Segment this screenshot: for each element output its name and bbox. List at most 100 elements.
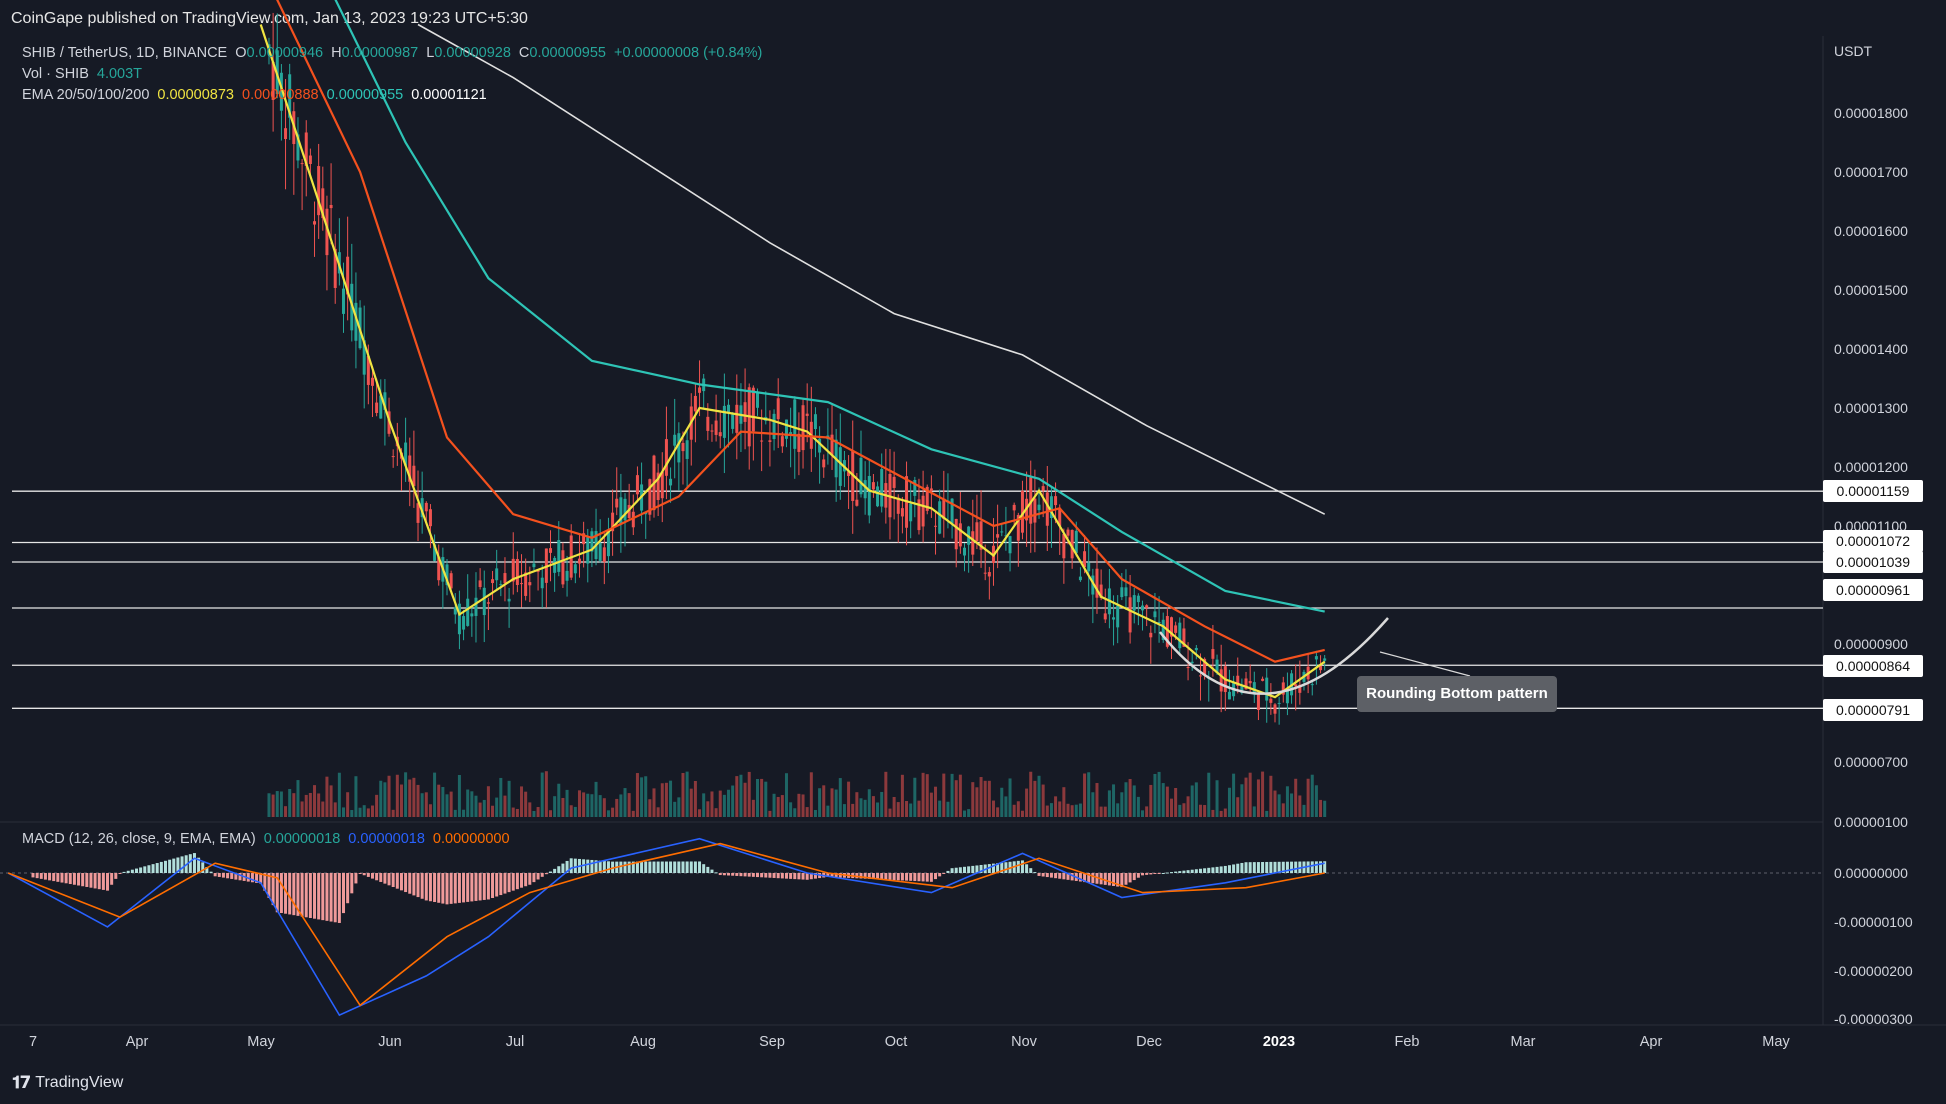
- macd-histogram-bar: [950, 868, 954, 873]
- candle-body: [793, 399, 797, 449]
- candle-body: [718, 432, 722, 437]
- volume-bar: [582, 792, 586, 817]
- volume-bar: [466, 789, 470, 817]
- volume-bar: [743, 782, 747, 817]
- volume-bar: [325, 776, 329, 817]
- volume-bar: [710, 791, 714, 817]
- candle-body: [300, 163, 304, 165]
- y-tick-label: 0.00001300: [1834, 400, 1908, 416]
- candle-body: [896, 497, 900, 514]
- macd-histogram-bar: [437, 873, 441, 903]
- macd-histogram-bar: [606, 861, 610, 873]
- macd-histogram-bar: [1004, 862, 1008, 873]
- volume-bar: [1252, 806, 1256, 817]
- volume-label[interactable]: Vol · SHIB: [22, 66, 89, 82]
- rounding-bottom-curve: [1159, 617, 1389, 695]
- candle-body: [573, 564, 577, 574]
- candle-body: [818, 438, 822, 453]
- macd-histogram-bar: [1285, 861, 1289, 873]
- macd-histogram-bar: [354, 873, 358, 884]
- macd-histogram-bar: [462, 873, 466, 903]
- volume-bar: [747, 771, 751, 817]
- macd-histogram-bar: [1190, 869, 1194, 873]
- volume-bar: [954, 780, 958, 817]
- macd-histogram-bar: [478, 873, 482, 901]
- macd-histogram-bar: [640, 861, 644, 873]
- x-tick-label: May: [1762, 1034, 1790, 1050]
- candle-body: [780, 436, 784, 447]
- macd-histogram-bar: [1000, 862, 1004, 873]
- macd-histogram-bar: [35, 873, 39, 879]
- macd-histogram-bar: [698, 861, 702, 873]
- macd-histogram-bar: [540, 873, 544, 877]
- volume-bar: [917, 800, 921, 817]
- candle-body: [863, 480, 867, 499]
- macd-histogram-bar: [569, 858, 573, 873]
- ema-label[interactable]: EMA 20/50/100/200: [22, 87, 150, 103]
- volume-bar: [375, 794, 379, 817]
- macd-histogram-bar: [337, 873, 341, 923]
- volume-bar: [975, 787, 979, 817]
- symbol-legend: SHIB / TetherUS, 1D, BINANCE O0.00000946 H…: [22, 45, 770, 61]
- volume-bar: [615, 798, 619, 817]
- candle-body: [909, 503, 913, 522]
- candle-body: [329, 204, 333, 209]
- tradingview-logo[interactable]: 𝟏𝟳 TradingView: [12, 1073, 123, 1093]
- rounding-bottom-label[interactable]: Rounding Bottom pattern: [1357, 676, 1557, 712]
- macd-label[interactable]: MACD (12, 26, close, 9, EMA, EMA): [22, 831, 256, 847]
- volume-bar: [1298, 795, 1302, 817]
- candle-body: [1087, 562, 1091, 572]
- candle-body: [673, 434, 677, 446]
- volume-bar: [606, 810, 610, 817]
- change-value: +0.00000008 (+0.84%): [613, 45, 763, 61]
- macd-histogram-bar: [375, 873, 379, 881]
- macd-histogram-bar: [97, 873, 101, 890]
- volume-bar: [1095, 783, 1099, 817]
- macd-histogram-bar: [325, 873, 329, 921]
- candle-body: [996, 534, 1000, 538]
- level-badge: 0.00000864: [1823, 655, 1923, 677]
- macd-histogram-bar: [1170, 872, 1173, 874]
- macd-histogram-bar: [793, 873, 797, 880]
- volume-bar: [1207, 772, 1211, 817]
- volume-bar: [540, 772, 544, 817]
- volume-bar: [892, 797, 896, 817]
- candle-body: [482, 587, 486, 616]
- macd-histogram-bar: [52, 873, 56, 882]
- candle-body: [1116, 605, 1120, 628]
- candle-body: [1062, 533, 1066, 559]
- macd-tick-label: -0.00000200: [1834, 963, 1913, 979]
- candle-body: [1244, 678, 1248, 690]
- macd-histogram-bar: [991, 863, 995, 873]
- macd-histogram-bar: [515, 873, 519, 890]
- candle-body: [1054, 496, 1058, 506]
- macd-histogram-bar: [1256, 862, 1260, 873]
- macd-histogram-bar: [1182, 870, 1186, 873]
- candle-body: [524, 572, 528, 596]
- candle-body: [1153, 611, 1157, 618]
- x-tick-label: Sep: [759, 1034, 785, 1050]
- candle-body: [615, 498, 619, 508]
- volume-bar: [727, 789, 731, 817]
- volume-bar: [362, 805, 366, 817]
- macd-histogram-bar: [499, 873, 503, 896]
- macd-histogram-bar: [582, 859, 586, 873]
- volume-bar: [474, 795, 478, 817]
- low-label: L: [426, 45, 435, 61]
- candle-body: [1323, 658, 1327, 661]
- macd-histogram-bar: [470, 873, 474, 902]
- candle-body: [325, 208, 329, 256]
- candle-body: [822, 459, 826, 468]
- y-tick-label: 0.00000700: [1834, 754, 1908, 770]
- volume-bar: [313, 785, 317, 817]
- candle-body: [1070, 529, 1074, 559]
- macd-histogram-bar: [958, 867, 962, 873]
- candle-body: [660, 472, 664, 499]
- volume-bar: [1049, 803, 1053, 817]
- macd-histogram-bar: [768, 873, 772, 878]
- volume-bar: [594, 781, 598, 817]
- candle-body: [921, 495, 925, 527]
- candle-body: [830, 434, 834, 455]
- symbol-name[interactable]: SHIB / TetherUS, 1D, BINANCE: [22, 45, 228, 61]
